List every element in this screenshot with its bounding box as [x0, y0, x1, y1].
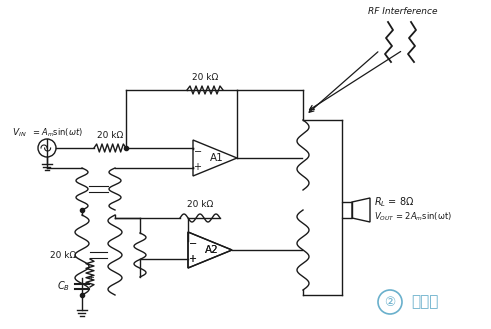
Bar [342, 202, 352, 218]
Text: $C_B$: $C_B$ [57, 279, 71, 293]
Text: 20 kΩ: 20 kΩ [50, 250, 76, 260]
Text: $V_{IN}$: $V_{IN}$ [12, 127, 27, 139]
Text: ②: ② [384, 295, 396, 309]
Text: 20 kΩ: 20 kΩ [192, 73, 218, 82]
Text: $-$: $-$ [189, 237, 197, 247]
Text: A1: A1 [210, 153, 224, 163]
Text: $R_L$ = 8Ω: $R_L$ = 8Ω [374, 195, 414, 209]
Text: 日月辰: 日月辰 [411, 294, 438, 310]
Text: $+$: $+$ [189, 253, 197, 264]
Text: $-$: $-$ [193, 145, 203, 155]
Text: A2: A2 [205, 245, 219, 255]
Text: $+$: $+$ [189, 253, 197, 264]
Text: RF Interference: RF Interference [368, 8, 437, 16]
Text: +: + [87, 272, 94, 282]
Text: 20 kΩ: 20 kΩ [187, 200, 213, 209]
Text: A2: A2 [205, 245, 219, 255]
Text: 20 kΩ: 20 kΩ [97, 131, 123, 140]
Text: $-$: $-$ [189, 237, 197, 247]
Text: $+$: $+$ [193, 161, 202, 172]
Text: $= A_m\sin(\omega t)$: $= A_m\sin(\omega t)$ [31, 127, 83, 139]
Text: $V_{OUT}$ = 2$A_m$sin(ωt): $V_{OUT}$ = 2$A_m$sin(ωt) [374, 211, 452, 223]
